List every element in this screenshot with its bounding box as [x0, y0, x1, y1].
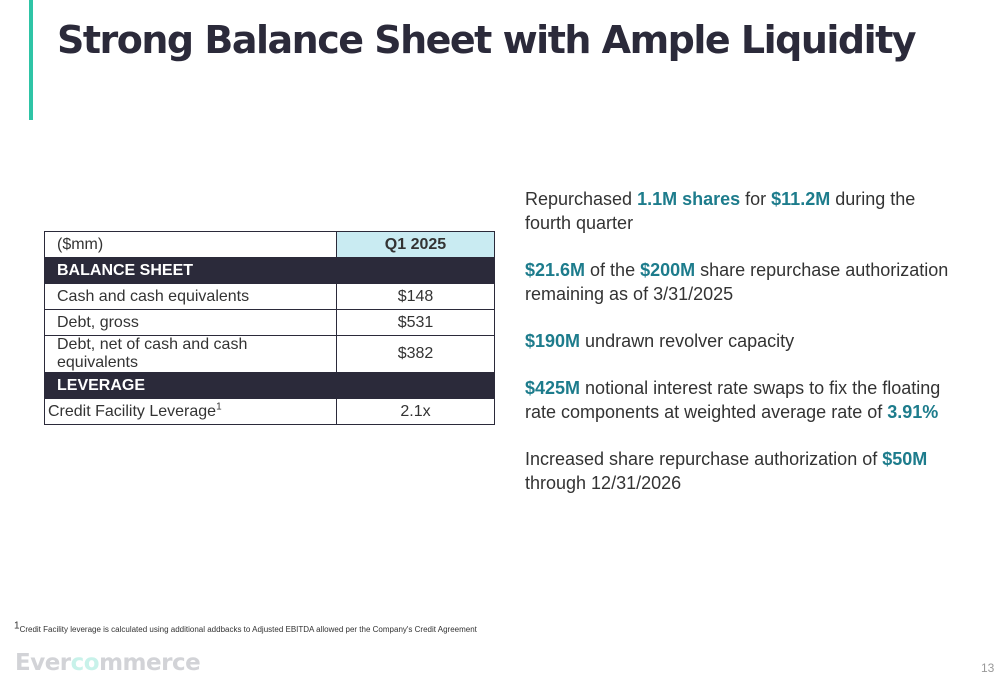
- footnote-marker: 1: [14, 620, 20, 632]
- text-span: of the: [585, 260, 641, 280]
- row-value: $531: [336, 309, 495, 336]
- section-title: BALANCE SHEET: [44, 257, 495, 284]
- section-row-balance-sheet: BALANCE SHEET: [44, 257, 495, 284]
- section-row-leverage: LEVERAGE: [44, 372, 495, 399]
- highlight-item: Increased share repurchase authorization…: [525, 447, 965, 495]
- highlight-item: Repurchased 1.1M shares for $11.2M durin…: [525, 187, 965, 235]
- row-label: Debt, gross: [44, 309, 337, 336]
- highlight-span: 3.91%: [887, 402, 939, 422]
- logo-text: mmerce: [99, 650, 201, 676]
- table-header-row: ($mm) Q1 2025: [44, 231, 495, 258]
- highlight-item: $21.6M of the $200M share repurchase aut…: [525, 258, 965, 306]
- highlight-item: $190M undrawn revolver capacity: [525, 329, 965, 353]
- row-value: $382: [336, 335, 495, 373]
- table-row: Cash and cash equivalents $148: [44, 283, 495, 310]
- text-span: notional interest rate swaps to fix the …: [525, 378, 941, 422]
- highlight-span: $425M: [525, 378, 581, 398]
- row-label: Credit Facility Leverage1: [44, 398, 337, 425]
- highlights-list: Repurchased 1.1M shares for $11.2M durin…: [525, 187, 965, 518]
- highlight-span: 1.1M shares: [637, 189, 741, 209]
- highlight-span: $21.6M: [525, 260, 586, 280]
- text-span: for: [740, 189, 772, 209]
- footnote: 1Credit Facility leverage is calculated …: [14, 621, 477, 634]
- footnote-marker: 1: [216, 401, 222, 413]
- balance-sheet-table: ($mm) Q1 2025 BALANCE SHEET Cash and cas…: [44, 231, 495, 425]
- text-span: undrawn revolver capacity: [580, 331, 795, 351]
- row-label-text: Credit Facility Leverage: [48, 402, 217, 420]
- footnote-text: Credit Facility leverage is calculated u…: [19, 625, 477, 634]
- highlight-span: $200M: [640, 260, 696, 280]
- units-header: ($mm): [44, 231, 337, 258]
- text-span: during the fourth quarter: [525, 189, 916, 233]
- accent-bar: [29, 0, 33, 120]
- highlight-item: $425M notional interest rate swaps to fi…: [525, 376, 965, 424]
- text-span: share repurchase authorization remaining…: [525, 260, 949, 304]
- row-label: Cash and cash equivalents: [44, 283, 337, 310]
- highlight-span: $50M: [882, 449, 928, 469]
- logo-text: Ever: [15, 650, 71, 676]
- text-span: Repurchased: [525, 189, 638, 209]
- logo-mark: co: [70, 650, 100, 676]
- page-number: 13: [981, 661, 995, 675]
- highlight-span: $190M: [525, 331, 581, 351]
- section-title: LEVERAGE: [44, 372, 495, 399]
- row-value: 2.1x: [336, 398, 495, 425]
- row-label: Debt, net of cash and cash equivalents: [44, 335, 337, 373]
- table-row: Debt, gross $531: [44, 309, 495, 336]
- row-value: $148: [336, 283, 495, 310]
- table-row: Debt, net of cash and cash equivalents $…: [44, 335, 495, 373]
- text-span: through 12/31/2026: [525, 473, 682, 493]
- text-span: Increased share repurchase authorization…: [525, 449, 883, 469]
- evercommerce-logo: Evercommerce: [15, 650, 201, 676]
- page-title: Strong Balance Sheet with Ample Liquidit…: [57, 18, 917, 62]
- table-row: Credit Facility Leverage1 2.1x: [44, 398, 495, 425]
- highlight-span: $11.2M: [771, 189, 831, 209]
- period-header: Q1 2025: [336, 231, 495, 258]
